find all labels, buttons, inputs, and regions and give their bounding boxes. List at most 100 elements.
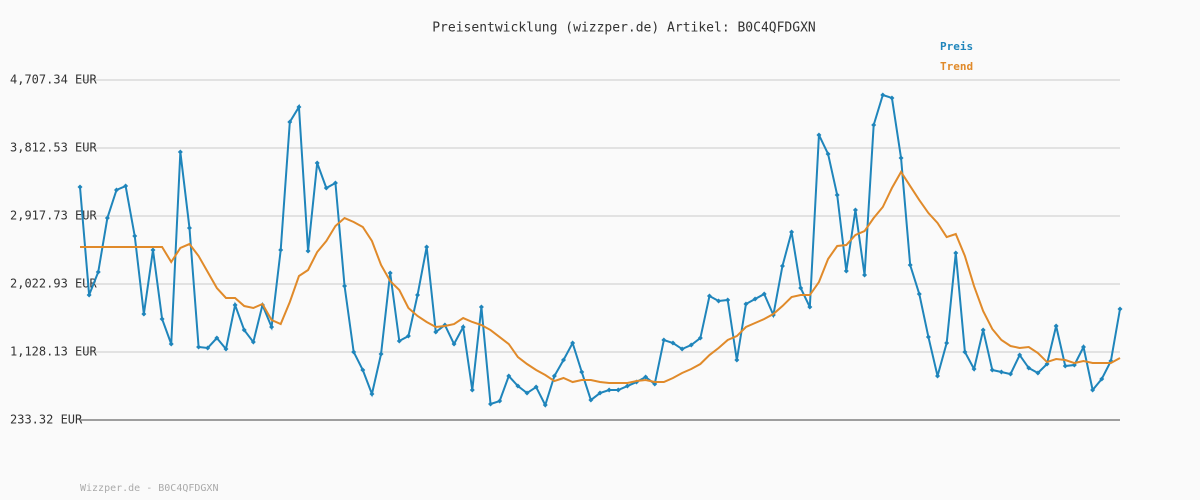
data-point: [123, 183, 129, 189]
data-point: [980, 327, 986, 333]
data-point: [186, 225, 192, 231]
data-point: [515, 383, 521, 389]
data-point: [697, 335, 703, 341]
data-point: [387, 270, 393, 276]
y-tick-label: 1,128.13 EUR: [10, 344, 97, 358]
data-point: [150, 247, 156, 253]
data-point: [177, 149, 183, 155]
data-point: [989, 367, 995, 373]
data-point: [332, 180, 338, 186]
data-point: [761, 291, 767, 297]
data-point: [132, 233, 138, 239]
data-point: [725, 297, 731, 303]
data-point: [1026, 365, 1032, 371]
data-point: [433, 329, 439, 335]
y-tick-label: 233.32 EUR: [10, 413, 83, 427]
data-point: [907, 262, 913, 268]
data-point: [223, 346, 229, 352]
data-point: [1035, 370, 1041, 376]
y-tick-label: 3,812.53 EUR: [10, 141, 97, 155]
data-point: [369, 391, 375, 397]
data-point: [998, 369, 1004, 375]
data-point: [478, 304, 484, 310]
data-point: [743, 301, 749, 307]
data-point: [360, 367, 366, 373]
data-point: [542, 402, 548, 408]
data-point: [314, 160, 320, 166]
data-point: [570, 340, 576, 346]
data-point: [342, 283, 348, 289]
y-tick-label: 2,022.93 EUR: [10, 276, 97, 290]
data-point: [843, 268, 849, 274]
data-point: [95, 269, 101, 275]
data-point: [615, 387, 621, 393]
data-point: [816, 132, 822, 138]
data-point: [852, 207, 858, 213]
data-point: [871, 122, 877, 128]
data-point: [551, 373, 557, 379]
data-point: [834, 192, 840, 198]
data-point: [1062, 363, 1068, 369]
data-point: [159, 316, 165, 322]
data-point: [104, 215, 110, 221]
data-point: [269, 324, 275, 330]
data-point: [752, 296, 758, 302]
data-point: [77, 184, 83, 190]
data-point: [561, 357, 567, 363]
data-point: [196, 344, 202, 350]
data-point: [807, 304, 813, 310]
data-point: [606, 387, 612, 393]
data-point: [1044, 361, 1050, 367]
y-tick-label: 2,917.73 EUR: [10, 209, 97, 223]
data-point: [597, 390, 603, 396]
data-point: [971, 366, 977, 372]
data-point: [798, 285, 804, 291]
data-point: [679, 346, 685, 352]
legend-label: Preis: [940, 40, 973, 53]
data-point: [396, 338, 402, 344]
data-point: [241, 327, 247, 333]
data-point: [643, 374, 649, 380]
data-point: [716, 298, 722, 304]
data-point: [141, 311, 147, 317]
data-point: [825, 151, 831, 157]
data-point: [533, 384, 539, 390]
data-point: [278, 247, 284, 253]
data-point: [1099, 376, 1105, 382]
data-point: [916, 291, 922, 297]
legend-label: Trend: [940, 60, 973, 73]
data-point: [524, 390, 530, 396]
data-point: [706, 293, 712, 299]
data-point: [889, 95, 895, 101]
data-point: [378, 351, 384, 357]
data-point: [962, 349, 968, 355]
data-point: [898, 155, 904, 161]
data-point: [779, 263, 785, 269]
data-point: [1017, 352, 1023, 358]
data-point: [734, 357, 740, 363]
data-point: [1117, 306, 1123, 312]
data-point: [168, 341, 174, 347]
data-point: [506, 373, 512, 379]
data-point: [670, 340, 676, 346]
data-point: [1090, 387, 1096, 393]
data-point: [497, 398, 503, 404]
data-point: [451, 341, 457, 347]
data-point: [862, 272, 868, 278]
data-point: [661, 337, 667, 343]
data-point: [935, 373, 941, 379]
data-point: [1081, 344, 1087, 350]
data-point: [880, 92, 886, 98]
data-point: [1053, 323, 1059, 329]
data-point: [296, 104, 302, 110]
data-point: [944, 340, 950, 346]
data-point: [1008, 371, 1014, 377]
data-point: [113, 187, 119, 193]
data-point: [488, 401, 494, 407]
data-point: [579, 369, 585, 375]
data-point: [205, 345, 211, 351]
data-point: [415, 292, 421, 298]
data-point: [323, 185, 329, 191]
